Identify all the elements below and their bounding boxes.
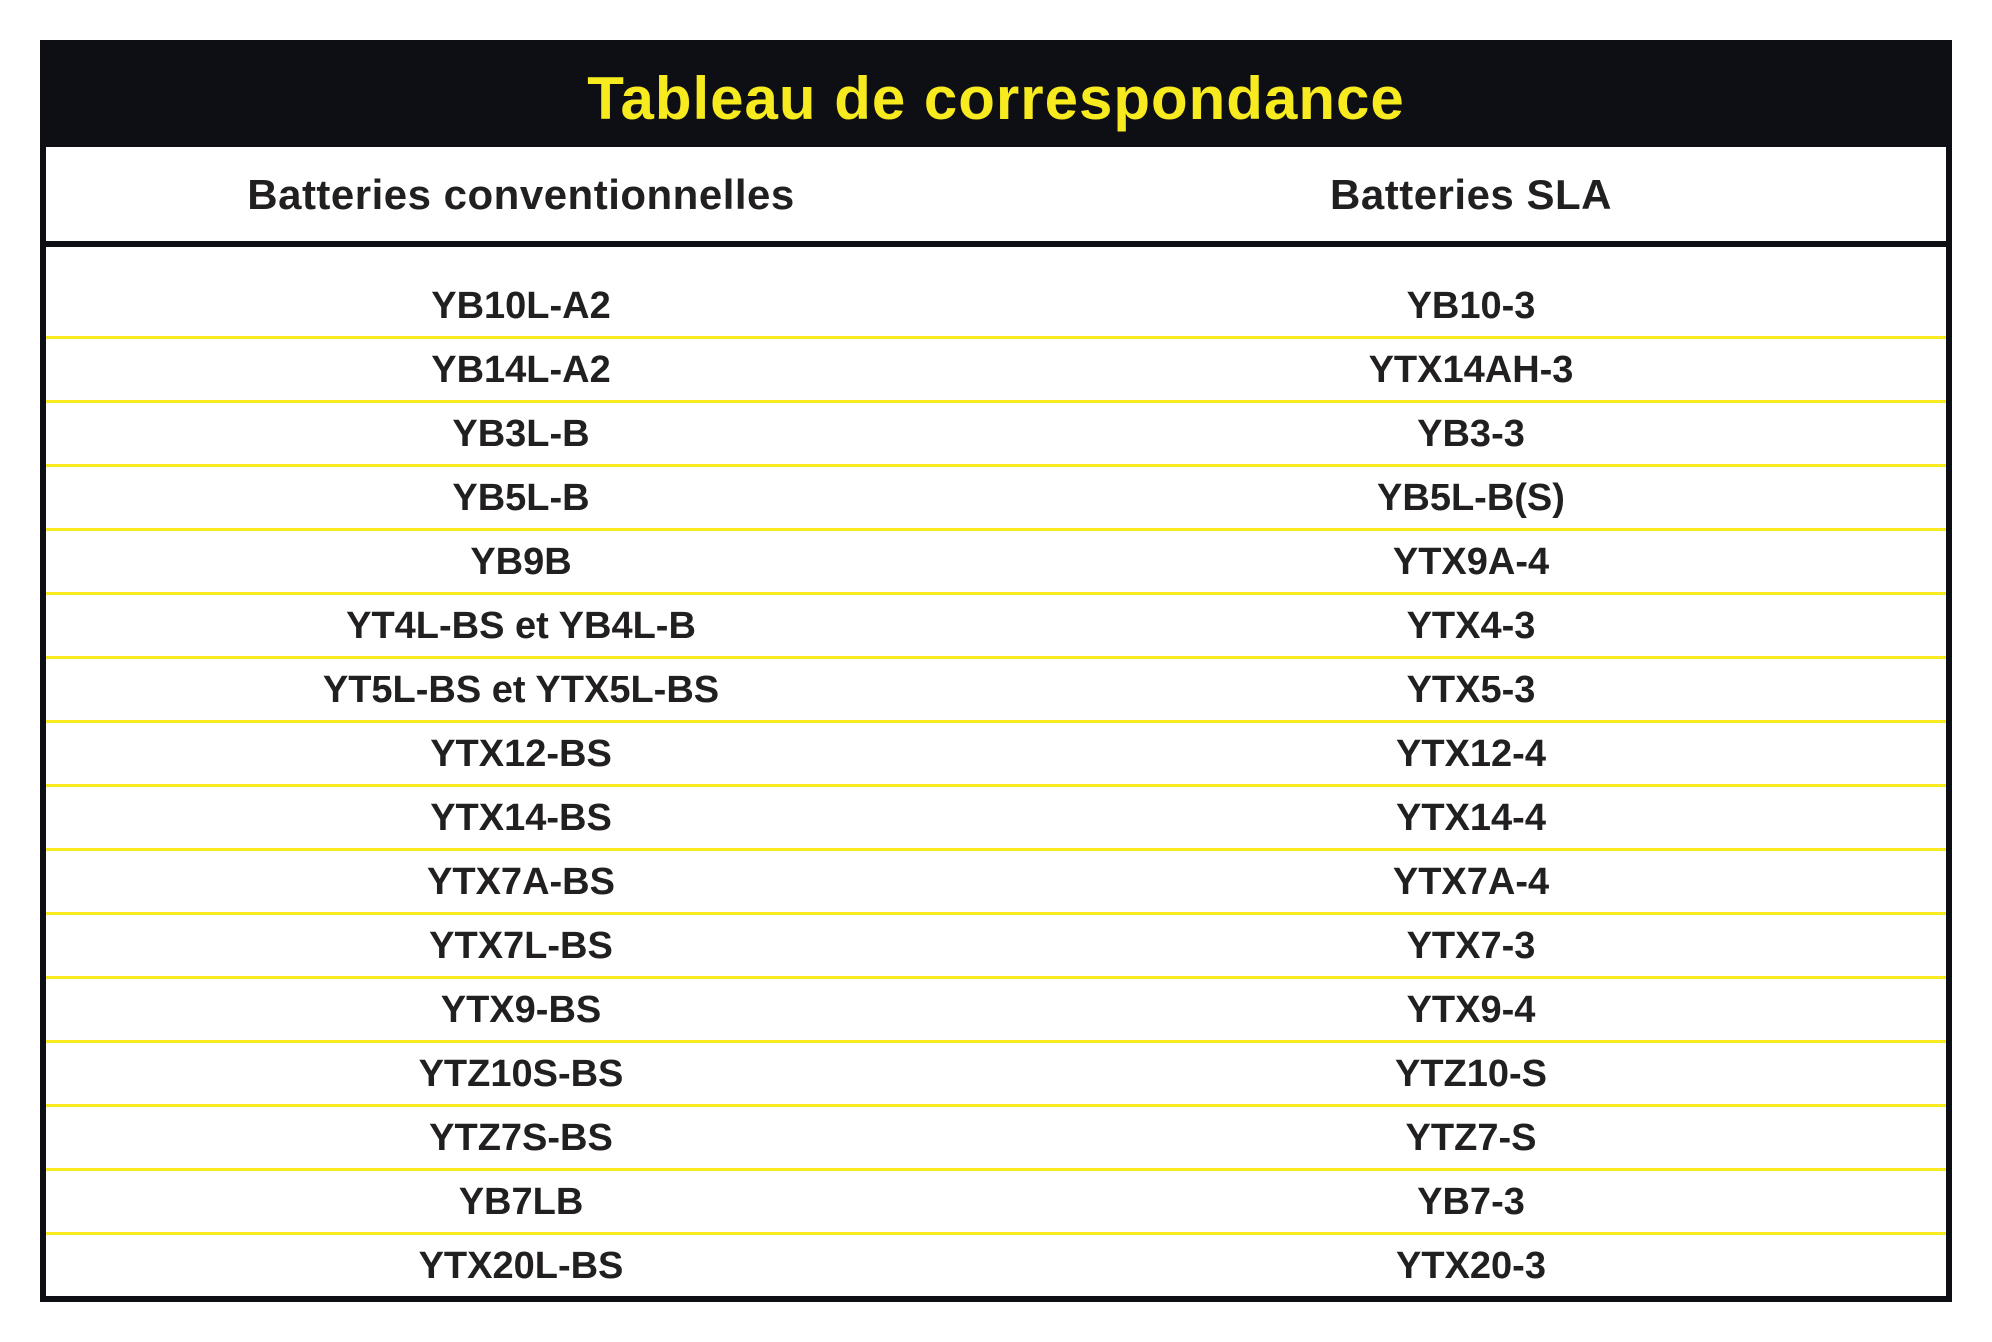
table-row: YTZ7S-BSYTZ7-S xyxy=(46,1107,1946,1171)
cell-conventional: YTX9-BS xyxy=(46,979,996,1040)
cell-conventional: YB10L-A2 xyxy=(46,275,996,336)
cell-sla: YTX7A-4 xyxy=(996,851,1946,912)
header-spacer xyxy=(46,247,1946,275)
table-row: YTX7A-BSYTX7A-4 xyxy=(46,851,1946,915)
cell-sla: YB3-3 xyxy=(996,403,1946,464)
cell-sla: YTZ7-S xyxy=(996,1107,1946,1168)
table-row: YT4L-BS et YB4L-BYTX4-3 xyxy=(46,595,1946,659)
table-row: YB14L-A2YTX14AH-3 xyxy=(46,339,1946,403)
table-row: YTX12-BSYTX12-4 xyxy=(46,723,1946,787)
cell-sla: YTX14AH-3 xyxy=(996,339,1946,400)
cell-conventional: YB3L-B xyxy=(46,403,996,464)
table-row: YB9BYTX9A-4 xyxy=(46,531,1946,595)
cell-conventional: YTX14-BS xyxy=(46,787,996,848)
cell-sla: YB7-3 xyxy=(996,1171,1946,1232)
column-header-conventional: Batteries conventionnelles xyxy=(46,147,996,241)
cell-conventional: YT4L-BS et YB4L-B xyxy=(46,595,996,656)
cell-conventional: YTX7A-BS xyxy=(46,851,996,912)
table-row: YTX7L-BSYTX7-3 xyxy=(46,915,1946,979)
table-body: YB10L-A2YB10-3YB14L-A2YTX14AH-3YB3L-BYB3… xyxy=(46,275,1946,1296)
cell-conventional: YB5L-B xyxy=(46,467,996,528)
table-row: YTX9-BSYTX9-4 xyxy=(46,979,1946,1043)
table-row: YB3L-BYB3-3 xyxy=(46,403,1946,467)
table-row: YB5L-BYB5L-B(S) xyxy=(46,467,1946,531)
cell-conventional: YB14L-A2 xyxy=(46,339,996,400)
cell-sla: YTX12-4 xyxy=(996,723,1946,784)
table-row: YTX20L-BSYTX20-3 xyxy=(46,1235,1946,1296)
table-row: YT5L-BS et YTX5L-BSYTX5-3 xyxy=(46,659,1946,723)
cell-sla: YB5L-B(S) xyxy=(996,467,1946,528)
table-row: YTZ10S-BSYTZ10-S xyxy=(46,1043,1946,1107)
cell-sla: YTX4-3 xyxy=(996,595,1946,656)
cell-sla: YTX5-3 xyxy=(996,659,1946,720)
cell-sla: YB10-3 xyxy=(996,275,1946,336)
cell-sla: YTX9-4 xyxy=(996,979,1946,1040)
table-row: YTX14-BSYTX14-4 xyxy=(46,787,1946,851)
cell-conventional: YTX7L-BS xyxy=(46,915,996,976)
cell-conventional: YTZ7S-BS xyxy=(46,1107,996,1168)
cell-conventional: YTX20L-BS xyxy=(46,1235,996,1296)
cell-sla: YTX7-3 xyxy=(996,915,1946,976)
cell-sla: YTX9A-4 xyxy=(996,531,1946,592)
cell-conventional: YB7LB xyxy=(46,1171,996,1232)
table-row: YB10L-A2YB10-3 xyxy=(46,275,1946,339)
cell-conventional: YTX12-BS xyxy=(46,723,996,784)
cell-sla: YTX20-3 xyxy=(996,1235,1946,1296)
cell-sla: YTZ10-S xyxy=(996,1043,1946,1104)
cell-conventional: YB9B xyxy=(46,531,996,592)
table-title: Tableau de correspondance xyxy=(46,46,1946,147)
column-header-sla: Batteries SLA xyxy=(996,147,1946,241)
cell-conventional: YT5L-BS et YTX5L-BS xyxy=(46,659,996,720)
cell-sla: YTX14-4 xyxy=(996,787,1946,848)
correspondence-table: Tableau de correspondance Batteries conv… xyxy=(40,40,1952,1302)
table-header-row: Batteries conventionnelles Batteries SLA xyxy=(46,147,1946,247)
table-row: YB7LBYB7-3 xyxy=(46,1171,1946,1235)
cell-conventional: YTZ10S-BS xyxy=(46,1043,996,1104)
